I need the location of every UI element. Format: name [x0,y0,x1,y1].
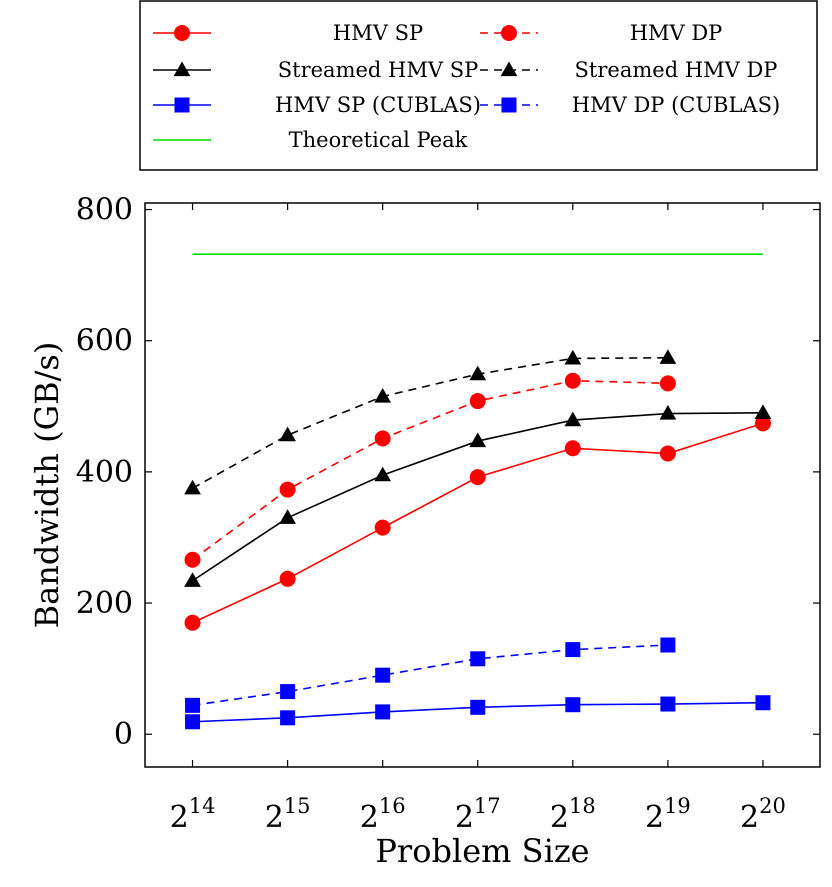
series-hmv-dp-cublas [185,637,676,713]
x-tick-label: 217 [455,794,501,835]
series-line-hmv-sp [192,422,764,624]
data-point-hmv-sp [564,440,581,457]
data-point-hmv-dp [374,430,391,447]
series-hmv-dp [184,372,676,568]
data-point-hmv-sp [469,469,486,486]
data-point-hmv-sp-cublas [565,697,581,713]
y-tick-label: 400 [76,455,133,490]
data-point-hmv-dp-cublas [660,637,676,653]
data-point-streamed-hmv-sp [374,466,392,482]
legend-marker-swatch [173,61,191,77]
legend-label: Streamed HMV SP [278,58,478,82]
y-axis: 0 200 400 600 800 [76,193,820,752]
data-point-streamed-hmv-dp [659,349,677,364]
legend-box [139,0,818,171]
legend-marker-swatch [501,97,517,113]
y-tick-label: 800 [76,193,133,228]
series-line-hmv-dp [192,379,668,561]
series-streamed-hmv-dp [184,349,677,495]
x-tick-label: 216 [360,794,406,835]
legend-marker-swatch [500,61,518,77]
plot-area-frame [144,202,821,768]
data-point-hmv-dp [279,481,296,498]
data-point-hmv-dp-cublas [185,697,201,713]
data-point-streamed-hmv-sp [184,572,201,587]
data-point-streamed-hmv-sp [659,405,677,420]
data-point-hmv-dp [469,393,486,410]
data-point-hmv-sp [279,570,296,587]
legend: HMV SP HMV DP Streamed HMV SP Streamed HMV … [139,0,818,171]
series-streamed-hmv-sp [184,404,772,587]
legend-entry-hmv-sp-cublas: HMV SP (CUBLAS) [153,93,481,117]
legend-entry-streamed-hmv-sp: Streamed HMV SP [153,58,478,82]
y-axis-label: Bandwidth (GB/s) [28,342,66,629]
data-point-hmv-sp [659,445,676,462]
data-point-hmv-sp-cublas [470,699,486,715]
series-line-streamed-hmv-dp [192,356,668,489]
data-point-hmv-dp-cublas [565,642,581,658]
data-point-hmv-sp [374,519,391,536]
legend-entry-hmv-sp: HMV SP [153,21,423,45]
legend-entry-theoretical-peak: Theoretical Peak [153,128,468,152]
y-tick-label: 200 [76,586,133,621]
data-point-streamed-hmv-dp [279,426,296,442]
x-tick-label: 215 [265,794,311,835]
legend-label: Streamed HMV DP [575,58,778,82]
data-point-streamed-hmv-sp [469,432,487,448]
data-point-streamed-hmv-sp [564,411,582,427]
data-point-hmv-sp-cublas [660,696,676,712]
legend-entry-hmv-dp: HMV DP [480,21,722,45]
series-line-hmv-dp-cublas [192,644,668,707]
legend-label: HMV DP [630,21,723,45]
x-axis: 214 215 216 217 218 219 220 [170,203,786,835]
series-hmv-sp [184,415,771,631]
data-point-hmv-dp [184,551,201,568]
data-point-streamed-hmv-dp [374,387,392,403]
data-point-hmv-sp [184,614,201,631]
legend-entry-hmv-dp-cublas: HMV DP (CUBLAS) [480,93,780,117]
legend-label: HMV SP (CUBLAS) [275,93,481,117]
x-tick-label: 218 [550,794,596,835]
legend-entry-streamed-hmv-dp: Streamed HMV DP [480,58,777,82]
data-point-hmv-sp-cublas [185,714,201,730]
data-point-streamed-hmv-sp [754,404,772,419]
x-tick-label: 220 [740,794,786,835]
data-point-hmv-sp-cublas [755,695,771,711]
legend-marker-swatch [174,97,190,113]
legend-label: HMV SP [333,21,423,45]
data-point-streamed-hmv-dp [469,365,487,381]
data-point-hmv-sp-cublas [280,710,296,726]
data-point-hmv-dp [564,372,581,389]
x-tick-label: 219 [645,794,691,835]
data-point-hmv-sp-cublas [375,704,391,720]
x-tick-label: 214 [170,794,216,835]
y-tick-label: 0 [114,717,133,752]
x-axis-label: Problem Size [375,832,589,870]
data-point-hmv-dp-cublas [280,684,296,700]
y-tick-label: 600 [76,324,133,359]
data-point-hmv-dp-cublas [470,651,486,667]
legend-label: Theoretical Peak [289,128,468,152]
legend-marker-swatch [501,25,517,41]
data-point-streamed-hmv-dp [564,349,582,365]
legend-label: HMV DP (CUBLAS) [572,93,780,117]
data-point-streamed-hmv-dp [184,479,201,495]
series-layer [184,253,772,730]
data-point-streamed-hmv-sp [279,509,296,524]
legend-marker-swatch [174,25,190,41]
data-point-hmv-dp-cublas [375,667,391,683]
data-point-hmv-dp [659,375,676,392]
series-hmv-sp-cublas [185,695,771,730]
